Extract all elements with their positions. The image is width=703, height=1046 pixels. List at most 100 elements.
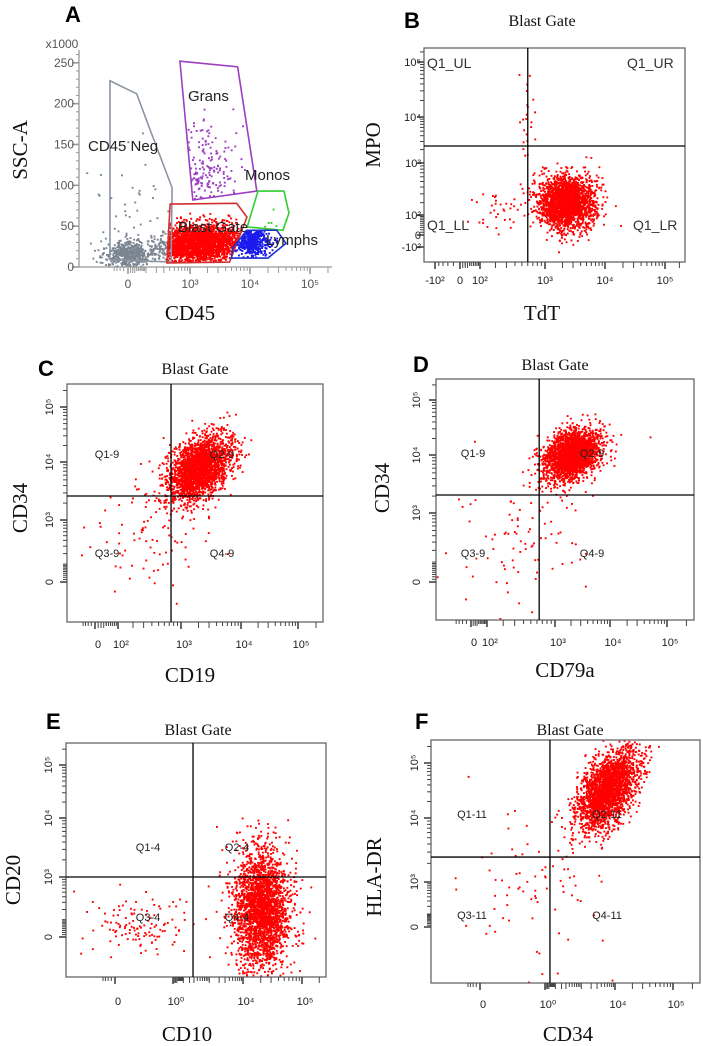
data-point xyxy=(263,250,266,252)
data-point xyxy=(228,228,231,230)
gate-monos[interactable] xyxy=(246,190,290,232)
data-point xyxy=(223,225,226,228)
data-point xyxy=(202,214,205,217)
data-point xyxy=(204,243,207,246)
data-point xyxy=(255,244,258,247)
data-point xyxy=(98,194,101,197)
data-point xyxy=(545,195,548,198)
data-point xyxy=(128,215,131,218)
data-point xyxy=(164,258,167,261)
data-point xyxy=(247,232,249,235)
data-point xyxy=(154,258,157,260)
data-point xyxy=(198,218,201,221)
gate-lymphs[interactable] xyxy=(230,229,288,259)
data-point xyxy=(206,229,208,232)
data-point xyxy=(265,233,268,235)
data-point xyxy=(209,250,211,253)
data-point xyxy=(112,255,115,258)
data-point xyxy=(131,245,133,248)
data-point xyxy=(556,174,559,176)
data-point xyxy=(141,253,144,255)
x-axis-label: TdT xyxy=(524,301,560,325)
data-point xyxy=(252,247,254,250)
data-point xyxy=(141,259,144,261)
data-point xyxy=(597,214,600,217)
data-point xyxy=(154,246,157,249)
data-point xyxy=(192,236,195,239)
data-point xyxy=(196,256,199,259)
data-point xyxy=(232,227,234,229)
data-point xyxy=(217,232,220,235)
gate-label: CD45 Neg xyxy=(88,138,158,155)
data-point xyxy=(222,227,225,230)
data-point xyxy=(195,244,198,247)
data-point xyxy=(242,243,245,246)
data-point xyxy=(133,244,136,247)
data-point xyxy=(153,238,156,241)
data-point xyxy=(160,247,162,250)
data-point xyxy=(215,248,218,251)
data-point xyxy=(192,228,195,231)
data-point xyxy=(227,248,230,251)
data-point xyxy=(193,227,196,230)
data-point xyxy=(544,190,546,193)
data-point xyxy=(113,255,116,258)
data-point xyxy=(129,257,132,260)
data-point xyxy=(140,251,142,254)
data-point xyxy=(212,229,215,232)
data-point xyxy=(593,208,596,211)
data-point xyxy=(586,233,588,236)
data-point xyxy=(196,252,199,255)
data-point xyxy=(138,193,141,196)
data-point xyxy=(193,231,196,234)
data-point xyxy=(180,229,183,232)
data-point xyxy=(127,255,130,258)
data-point xyxy=(121,244,123,247)
gate-label: Lymphs xyxy=(266,232,318,249)
data-point xyxy=(254,235,256,238)
data-point xyxy=(112,247,115,250)
data-point xyxy=(218,255,220,258)
data-point xyxy=(223,250,226,253)
data-point xyxy=(190,131,193,134)
data-point xyxy=(192,256,195,259)
data-point xyxy=(150,234,153,237)
data-point xyxy=(162,231,164,234)
data-point xyxy=(233,237,236,239)
data-point xyxy=(139,256,141,259)
data-point xyxy=(225,255,228,258)
gate-grans[interactable] xyxy=(179,60,258,201)
data-point xyxy=(194,239,197,242)
data-point xyxy=(92,257,95,260)
data-point xyxy=(586,223,589,226)
gate-cd45-neg[interactable] xyxy=(109,79,173,263)
data-point xyxy=(187,141,190,144)
data-point xyxy=(540,170,543,173)
data-point xyxy=(118,260,120,263)
data-point xyxy=(236,237,239,239)
data-point xyxy=(164,253,166,256)
data-point xyxy=(201,175,204,178)
data-point xyxy=(226,253,228,255)
data-point xyxy=(174,245,177,247)
data-point xyxy=(110,260,113,263)
data-point xyxy=(239,249,242,251)
data-point xyxy=(192,222,195,225)
data-point xyxy=(253,234,256,236)
data-point xyxy=(219,181,221,184)
data-point xyxy=(158,255,161,258)
data-point xyxy=(165,245,168,248)
data-point xyxy=(123,251,126,254)
data-point xyxy=(573,182,576,185)
data-point xyxy=(194,233,197,236)
data-point xyxy=(537,212,540,214)
gate-blast-gate[interactable] xyxy=(166,202,248,264)
data-point xyxy=(209,228,212,231)
data-point xyxy=(190,241,193,244)
data-point xyxy=(228,257,231,259)
data-point xyxy=(121,255,124,257)
data-point xyxy=(225,230,227,233)
data-point xyxy=(140,244,143,247)
data-point xyxy=(215,253,217,256)
data-point xyxy=(587,225,590,228)
